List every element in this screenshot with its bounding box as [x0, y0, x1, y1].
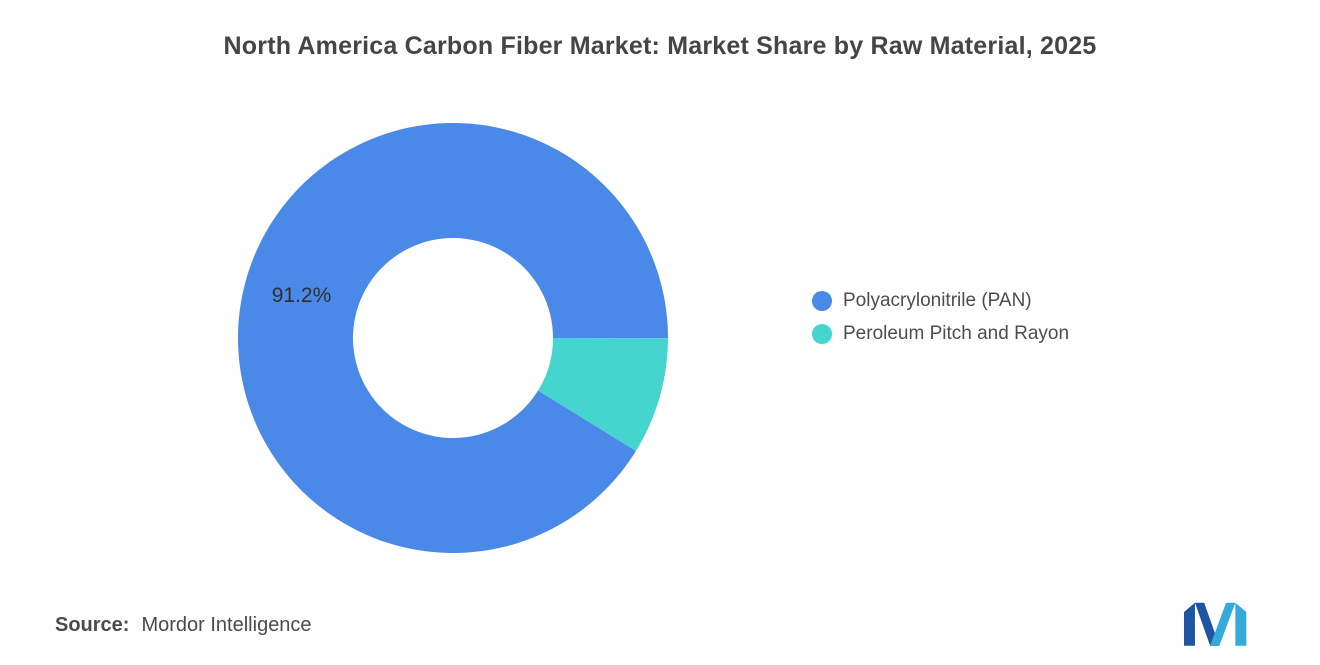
mordor-intelligence-logo	[1184, 602, 1247, 646]
legend-item-pitch-rayon: Peroleum Pitch and Rayon	[812, 317, 1069, 350]
logo-shape-right-bar	[1235, 602, 1247, 646]
donut-chart-container: 91.2%	[233, 118, 673, 558]
legend-item-pan: Polyacrylonitrile (PAN)	[812, 284, 1069, 317]
donut-slice-1	[538, 338, 668, 451]
donut-chart: 91.2%	[238, 122, 669, 554]
slice-label-0: 91.2%	[272, 284, 332, 307]
source-label: Source:	[55, 614, 130, 636]
page-title: North America Carbon Fiber Market: Marke…	[223, 32, 1097, 60]
logo-shape-diagonal-up	[1210, 602, 1236, 646]
source-line: Source: Mordor Intelligence	[55, 614, 312, 637]
source-value: Mordor Intelligence	[141, 614, 312, 636]
legend-label-pan: Polyacrylonitrile (PAN)	[843, 289, 1032, 311]
legend: Polyacrylonitrile (PAN) Peroleum Pitch a…	[812, 284, 1069, 350]
legend-marker-pan	[812, 290, 832, 311]
logo-shape-diagonal-down	[1194, 602, 1220, 646]
logo-shape-left-bar	[1184, 602, 1195, 646]
donut-slice-0	[238, 122, 669, 554]
legend-label-pitch-rayon: Peroleum Pitch and Rayon	[843, 322, 1070, 344]
legend-marker-pitch-rayon	[812, 323, 832, 344]
